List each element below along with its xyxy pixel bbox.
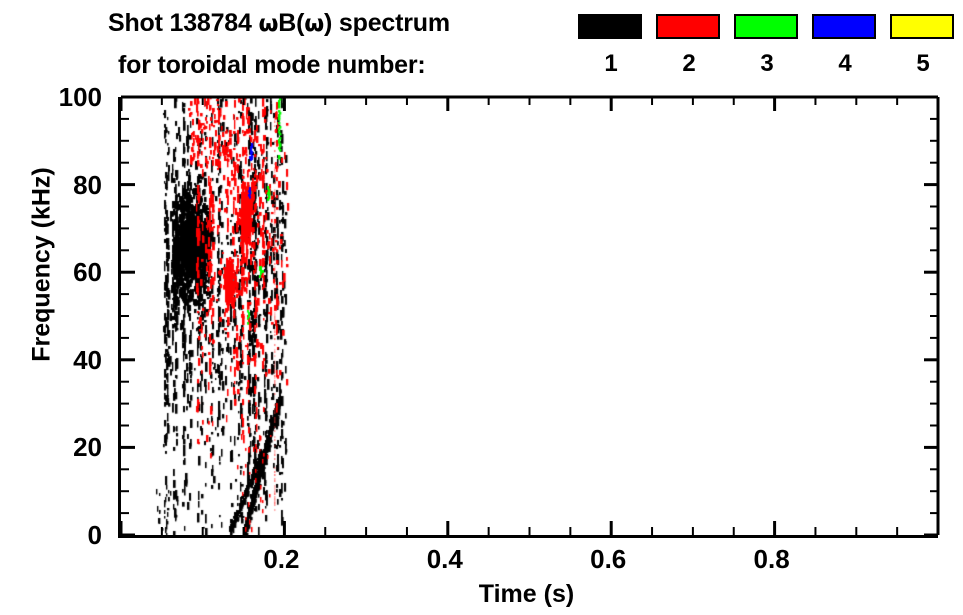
plot-area bbox=[118, 95, 940, 538]
title-prefix: Shot 138784 bbox=[108, 9, 259, 37]
legend-item-2: 2 bbox=[656, 14, 722, 76]
title-b-open: B( bbox=[278, 9, 305, 37]
y-axis-title: Frequency (kHz) bbox=[27, 167, 56, 362]
ytick-label-0: 0 bbox=[87, 520, 102, 550]
legend: 1 2 3 4 5 bbox=[578, 14, 958, 94]
legend-label-mode-1: 1 bbox=[604, 50, 618, 77]
spectrogram-scatter-canvas bbox=[121, 97, 938, 535]
figure-title-line-2: for toroidal mode number: bbox=[118, 51, 426, 79]
legend-swatch-mode-4 bbox=[812, 14, 876, 39]
title-suffix: ) spectrum bbox=[324, 9, 450, 37]
xtick-label-0.6: 0.6 bbox=[590, 544, 627, 574]
ytick-label-60: 60 bbox=[73, 257, 102, 288]
legend-item-4: 4 bbox=[812, 14, 878, 76]
legend-item-1: 1 bbox=[578, 14, 644, 76]
legend-swatch-mode-3 bbox=[734, 14, 798, 39]
legend-label-mode-5: 5 bbox=[916, 50, 930, 77]
xtick-label-0.4: 0.4 bbox=[426, 544, 463, 574]
legend-swatch-mode-5 bbox=[890, 14, 954, 39]
legend-item-3: 3 bbox=[734, 14, 800, 76]
ytick-label-100: 100 bbox=[58, 82, 102, 112]
omega-symbol-1: ω bbox=[258, 11, 279, 37]
x-axis-title: Time (s) bbox=[478, 580, 575, 608]
ytick-label-40: 40 bbox=[73, 344, 102, 375]
legend-label-mode-3: 3 bbox=[760, 50, 774, 77]
ytick-label-20: 20 bbox=[73, 432, 102, 463]
y-axis-tick-labels: 100 80 60 40 20 0 bbox=[30, 84, 102, 548]
ytick-label-80: 80 bbox=[73, 169, 102, 200]
legend-swatch-mode-1 bbox=[578, 14, 642, 39]
legend-label-mode-2: 2 bbox=[682, 50, 696, 77]
figure-title-line-1: Shot 138784 ωB(ω) spectrum bbox=[108, 9, 450, 38]
xtick-label-0.8: 0.8 bbox=[753, 544, 790, 574]
omega-symbol-2: ω bbox=[304, 11, 325, 37]
xtick-label-0.2: 0.2 bbox=[263, 544, 300, 574]
x-axis-tick-labels: 0.2 0.4 0.6 0.8 bbox=[118, 546, 935, 580]
legend-swatch-mode-2 bbox=[656, 14, 720, 39]
legend-item-5: 5 bbox=[890, 14, 956, 76]
legend-label-mode-4: 4 bbox=[838, 50, 852, 77]
